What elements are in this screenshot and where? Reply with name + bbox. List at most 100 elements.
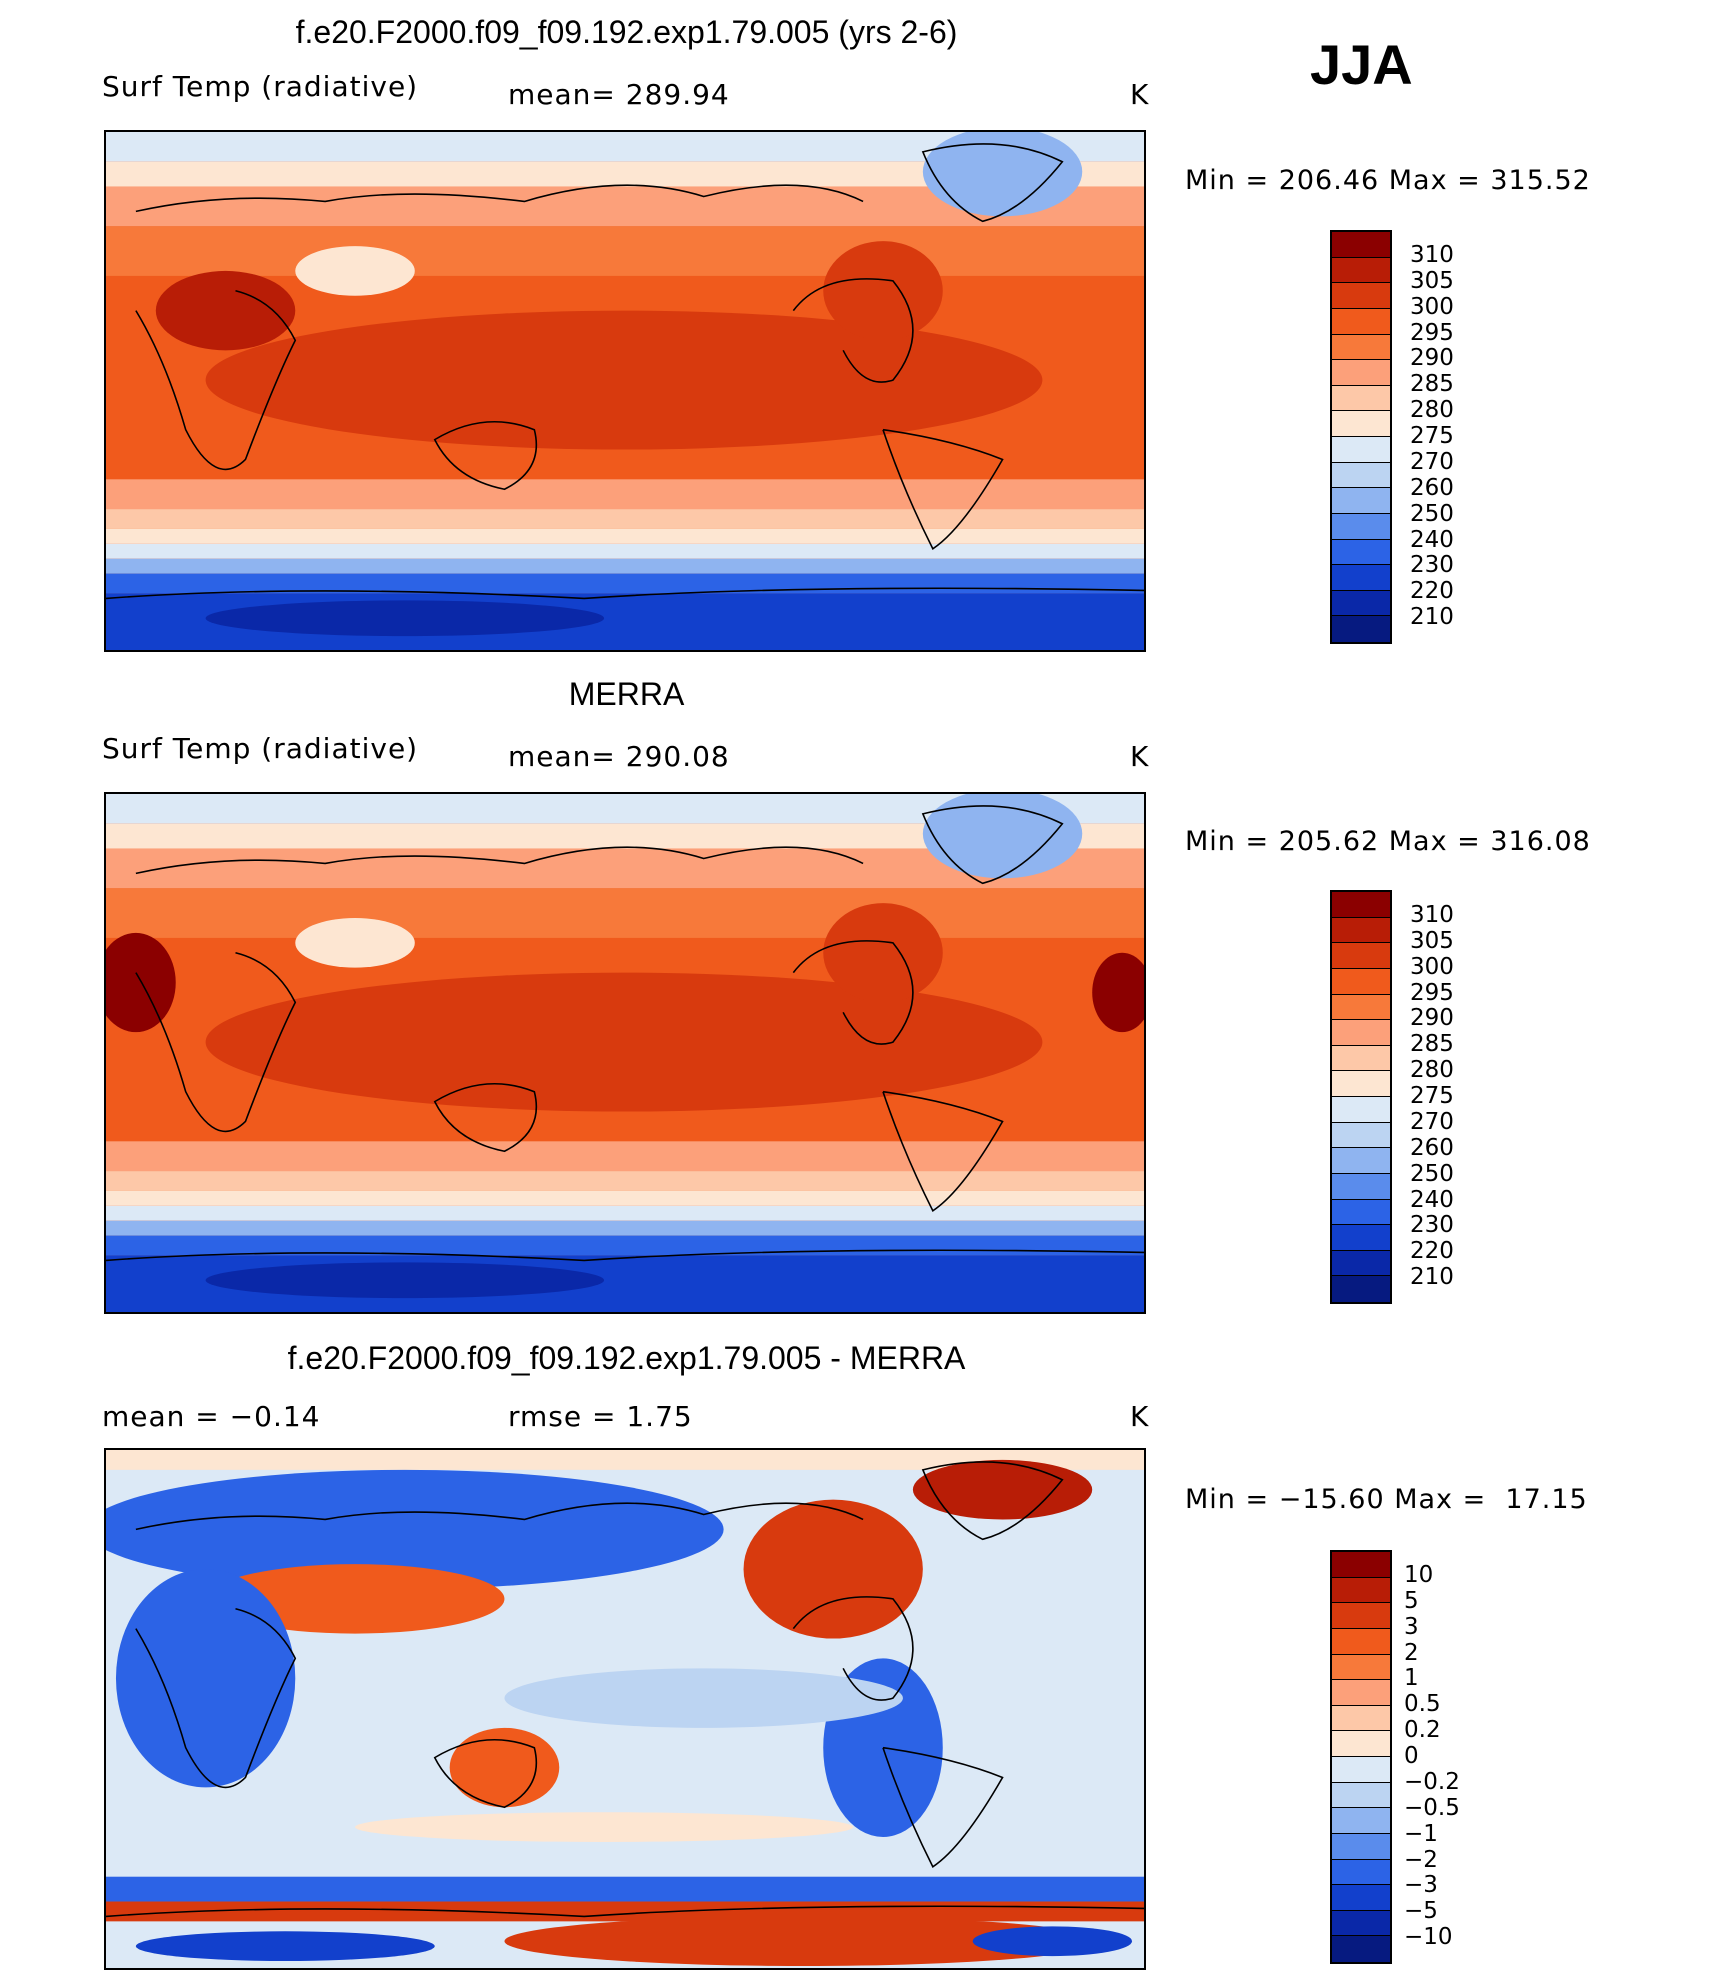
colorbar-tick-label: 220 [1410, 578, 1454, 605]
colorbar-tick-label: 250 [1410, 1160, 1454, 1187]
colorbar-tick-label: 300 [1410, 293, 1454, 320]
colorbar-swatch [1332, 1859, 1390, 1886]
colorbar-swatch [1332, 917, 1390, 944]
colorbar-tick-label: 0.2 [1404, 1717, 1441, 1744]
colorbar-tick-label: 0.5 [1404, 1691, 1441, 1718]
colorbar-tick-label: 3 [1404, 1613, 1419, 1640]
colorbar-tick-label: 240 [1410, 526, 1454, 553]
panel-1-units: K [1130, 78, 1150, 111]
colorbar-swatch [1332, 1577, 1390, 1604]
colorbar-swatch [1332, 1045, 1390, 1072]
panel-3-minmax: Min = −15.60 Max = 17.15 [1185, 1484, 1588, 1515]
colorbar-swatch [1332, 1122, 1390, 1149]
colorbar-swatch [1332, 1833, 1390, 1860]
colorbar-tick-label: −0.5 [1404, 1794, 1460, 1821]
colorbar-swatch [1332, 308, 1390, 335]
colorbar-tick-label: −3 [1404, 1872, 1438, 1899]
colorbar-swatch [1332, 488, 1390, 514]
colorbar-tick-label: 305 [1410, 267, 1454, 294]
colorbar-swatch [1332, 565, 1390, 591]
colorbar-swatch [1332, 539, 1390, 566]
colorbar-swatch [1332, 1910, 1390, 1937]
colorbar-tick-label: 280 [1410, 397, 1454, 424]
colorbar-tick-label: 2 [1404, 1639, 1419, 1666]
colorbar-tick-label: 210 [1410, 604, 1454, 631]
colorbar-tick-label: 290 [1410, 345, 1454, 372]
colorbar-tick-label: 5 [1404, 1587, 1419, 1614]
colorbar-swatch [1332, 994, 1390, 1021]
colorbar-tick-label: 230 [1410, 552, 1454, 579]
panel-3-map [104, 1448, 1146, 1970]
panel-2-minmax: Min = 205.62 Max = 316.08 [1185, 826, 1591, 857]
panel-2-title: MERRA [568, 676, 685, 712]
panel-2-units: K [1130, 740, 1150, 773]
colorbar-tick-label: 270 [1410, 1108, 1454, 1135]
colorbar-tick-label: 305 [1410, 927, 1454, 954]
colorbar-swatch [1332, 283, 1390, 309]
panel-3-colorbar [1330, 1550, 1392, 1964]
colorbar-tick-label: 230 [1410, 1212, 1454, 1239]
colorbar-swatch [1332, 968, 1390, 995]
colorbar-swatch [1332, 1885, 1390, 1911]
season-label: JJA [1310, 33, 1413, 96]
panel-1-map [104, 130, 1146, 652]
colorbar-tick-label: 0 [1404, 1743, 1419, 1769]
panel-3-rmse: rmse = 1.75 [508, 1400, 693, 1433]
panel-3-map-plot [106, 1450, 1144, 1968]
colorbar-tick-label: 280 [1410, 1057, 1454, 1084]
colorbar-tick-label: −10 [1404, 1924, 1453, 1951]
colorbar-tick-label: 250 [1410, 500, 1454, 527]
panel-1-minmax: Min = 206.46 Max = 315.52 [1185, 165, 1591, 196]
colorbar-swatch [1332, 385, 1390, 412]
panel-3-units: K [1130, 1400, 1150, 1433]
panel-3-title: f.e20.F2000.f09_f09.192.exp1.79.005 - ME… [287, 1340, 966, 1376]
colorbar-swatch [1332, 334, 1390, 361]
panel-2-mean: mean= 290.08 [508, 740, 730, 773]
colorbar-swatch [1332, 232, 1390, 258]
panel-2-map [104, 792, 1146, 1314]
panel-2-variable: Surf Temp (radiative) [102, 732, 419, 765]
colorbar-swatch [1332, 590, 1390, 617]
colorbar-tick-label: 10 [1404, 1561, 1434, 1588]
colorbar-swatch [1332, 437, 1390, 463]
colorbar-swatch [1332, 411, 1390, 437]
colorbar-tick-label: 270 [1410, 448, 1454, 475]
colorbar-swatch [1332, 1782, 1390, 1809]
colorbar-swatch [1332, 1552, 1390, 1578]
colorbar-tick-label: −1 [1404, 1820, 1438, 1847]
panel-3-mean: mean = −0.14 [102, 1400, 321, 1433]
panel-2-map-plot [106, 794, 1144, 1312]
colorbar-tick-label: 310 [1410, 241, 1454, 268]
colorbar-tick-label: −0.2 [1404, 1768, 1460, 1795]
colorbar-tick-label: 290 [1410, 1005, 1454, 1032]
colorbar-tick-label: 260 [1410, 474, 1454, 501]
colorbar-swatch [1332, 1173, 1390, 1200]
colorbar-swatch [1332, 1097, 1390, 1123]
colorbar-swatch [1332, 1071, 1390, 1097]
colorbar-swatch [1332, 1020, 1390, 1046]
colorbar-swatch [1332, 513, 1390, 540]
colorbar-tick-label: 210 [1410, 1264, 1454, 1291]
panel-1-title: f.e20.F2000.f09_f09.192.exp1.79.005 (yrs… [295, 14, 958, 50]
colorbar-swatch [1332, 1199, 1390, 1226]
colorbar-tick-label: 295 [1410, 979, 1454, 1006]
colorbar-swatch [1332, 1757, 1390, 1783]
panel-1-mean: mean= 289.94 [508, 78, 730, 111]
colorbar-swatch [1332, 616, 1390, 642]
colorbar-swatch [1332, 360, 1390, 386]
colorbar-swatch [1332, 892, 1390, 918]
panel-1-colorbar [1330, 230, 1392, 644]
colorbar-tick-label: 285 [1410, 1031, 1454, 1058]
colorbar-swatch [1332, 1731, 1390, 1757]
colorbar-swatch [1332, 1276, 1390, 1302]
colorbar-swatch [1332, 1250, 1390, 1277]
colorbar-tick-label: −5 [1404, 1898, 1438, 1925]
panel-1-map-plot [106, 132, 1144, 650]
colorbar-tick-label: 260 [1410, 1134, 1454, 1161]
colorbar-swatch [1332, 943, 1390, 969]
colorbar-tick-label: 275 [1410, 1083, 1454, 1109]
colorbar-tick-label: 285 [1410, 371, 1454, 398]
colorbar-tick-label: 300 [1410, 953, 1454, 980]
colorbar-swatch [1332, 1705, 1390, 1732]
panel-2-colorbar [1330, 890, 1392, 1304]
